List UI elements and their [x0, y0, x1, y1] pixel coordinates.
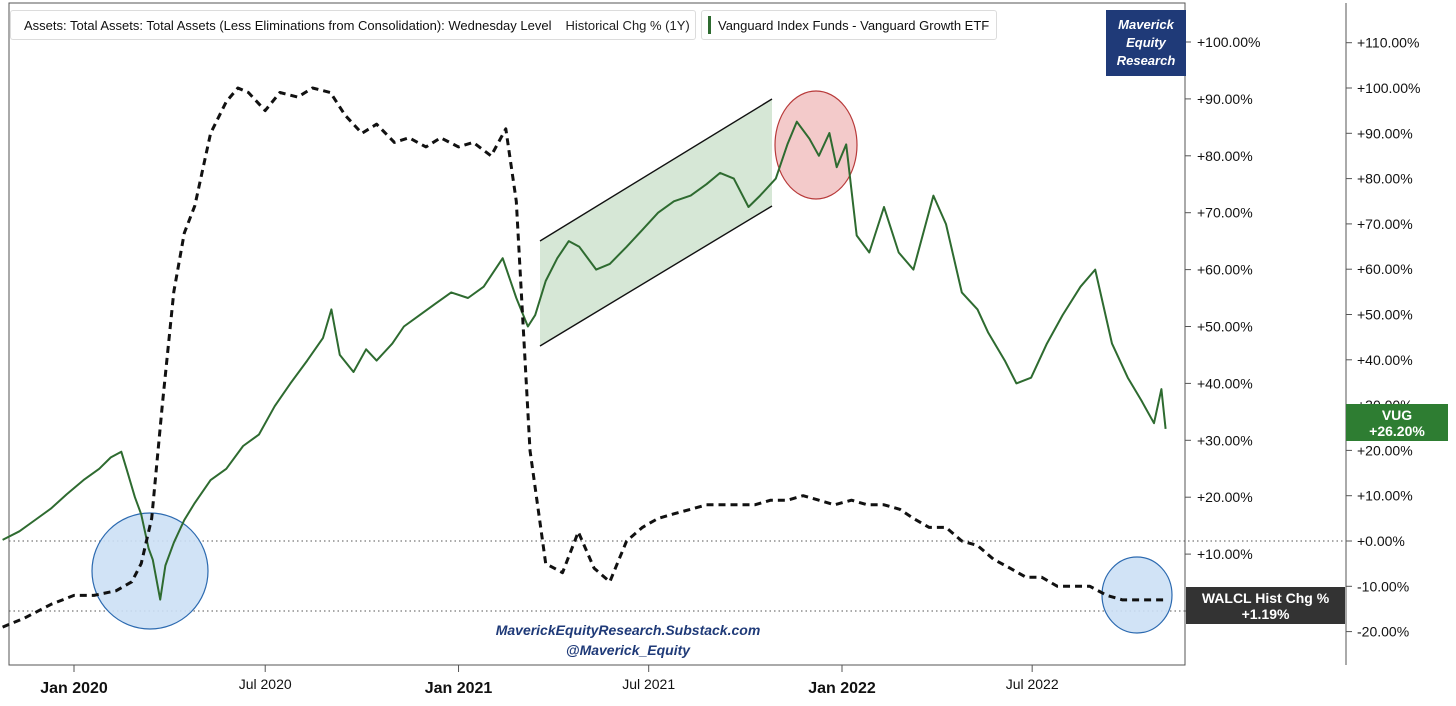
credit-handle: @Maverick_Equity: [565, 642, 691, 658]
vug-tag-value: +26.20%: [1369, 422, 1425, 439]
inner-tick-label: +100.00%: [1197, 34, 1260, 50]
inner-tick-label: +70.00%: [1197, 205, 1253, 221]
legend-vug-swatch: [708, 16, 711, 34]
badge-line1: Maverick: [1118, 17, 1174, 32]
outer-tick-label: +0.00%: [1357, 533, 1405, 549]
walcl-series-line: [2, 86, 1166, 629]
badge-line2: Equity: [1126, 35, 1166, 50]
vug-tag-name: VUG: [1381, 406, 1413, 423]
outer-tick-label: +50.00%: [1357, 307, 1413, 323]
vug-last-value-tag: VUG +26.20%: [1346, 404, 1448, 441]
outer-tick-label: +90.00%: [1357, 125, 1413, 141]
outer-tick-label: +60.00%: [1357, 261, 1413, 277]
legend-walcl-sub: Historical Chg % (1Y): [565, 17, 690, 33]
inner-tick-label: +80.00%: [1197, 148, 1253, 164]
maverick-badge: Maverick Equity Research: [1106, 10, 1186, 76]
outer-tick-label: +20.00%: [1357, 442, 1413, 458]
x-tick-label: Jul 2022: [1006, 676, 1059, 692]
outer-tick-label: -10.00%: [1357, 578, 1409, 594]
legend-vug-label: Vanguard Index Funds - Vanguard Growth E…: [718, 17, 990, 33]
badge-line3: Research: [1116, 53, 1176, 68]
channel-upper-line: [539, 98, 773, 242]
inner-tick-label: +60.00%: [1197, 262, 1253, 278]
plot-frame: [8, 2, 1186, 666]
x-tick-label: Jan 2022: [808, 680, 876, 697]
x-tick-label: Jul 2021: [622, 676, 675, 692]
inner-tick-label: +30.00%: [1197, 432, 1253, 448]
inner-tick-label: +10.00%: [1197, 546, 1253, 562]
inner-tick-label: +90.00%: [1197, 91, 1253, 107]
outer-tick-label: +100.00%: [1357, 80, 1420, 96]
walcl-tag-value: +1.19%: [1241, 605, 1290, 622]
top-circle: [774, 90, 858, 200]
walcl-tag-name: WALCL Hist Chg %: [1201, 589, 1330, 606]
end-circle: [1101, 556, 1173, 634]
channel-lower-line: [539, 205, 773, 347]
vug-series-line: [2, 120, 1167, 601]
inner-tick-label: +50.00%: [1197, 319, 1253, 335]
x-tick-label: Jul 2020: [239, 676, 292, 692]
x-tick-label: Jan 2020: [40, 680, 108, 697]
credit-site: MaverickEquityResearch.Substack.com: [495, 622, 761, 638]
x-tick-label: Jan 2021: [425, 680, 493, 697]
outer-tick-label: +110.00%: [1357, 35, 1419, 51]
outer-tick-label: +70.00%: [1357, 216, 1413, 232]
legend-walcl-label: Assets: Total Assets: Total Assets (Less…: [24, 17, 552, 33]
outer-tick-label: +80.00%: [1357, 171, 1413, 187]
bottom-circle: [91, 512, 209, 630]
outer-tick-label: +10.00%: [1357, 488, 1413, 504]
legend-walcl: Assets: Total Assets: Total Assets (Less…: [10, 10, 696, 40]
legend-vug: Vanguard Index Funds - Vanguard Growth E…: [701, 10, 997, 40]
inner-tick-label: +20.00%: [1197, 489, 1253, 505]
outer-tick-label: -20.00%: [1357, 624, 1409, 640]
outer-tick-label: +40.00%: [1357, 352, 1413, 368]
inner-tick-label: +40.00%: [1197, 375, 1253, 391]
walcl-last-value-tag: WALCL Hist Chg % +1.19%: [1186, 587, 1345, 624]
uptrend-channel: [540, 99, 772, 346]
